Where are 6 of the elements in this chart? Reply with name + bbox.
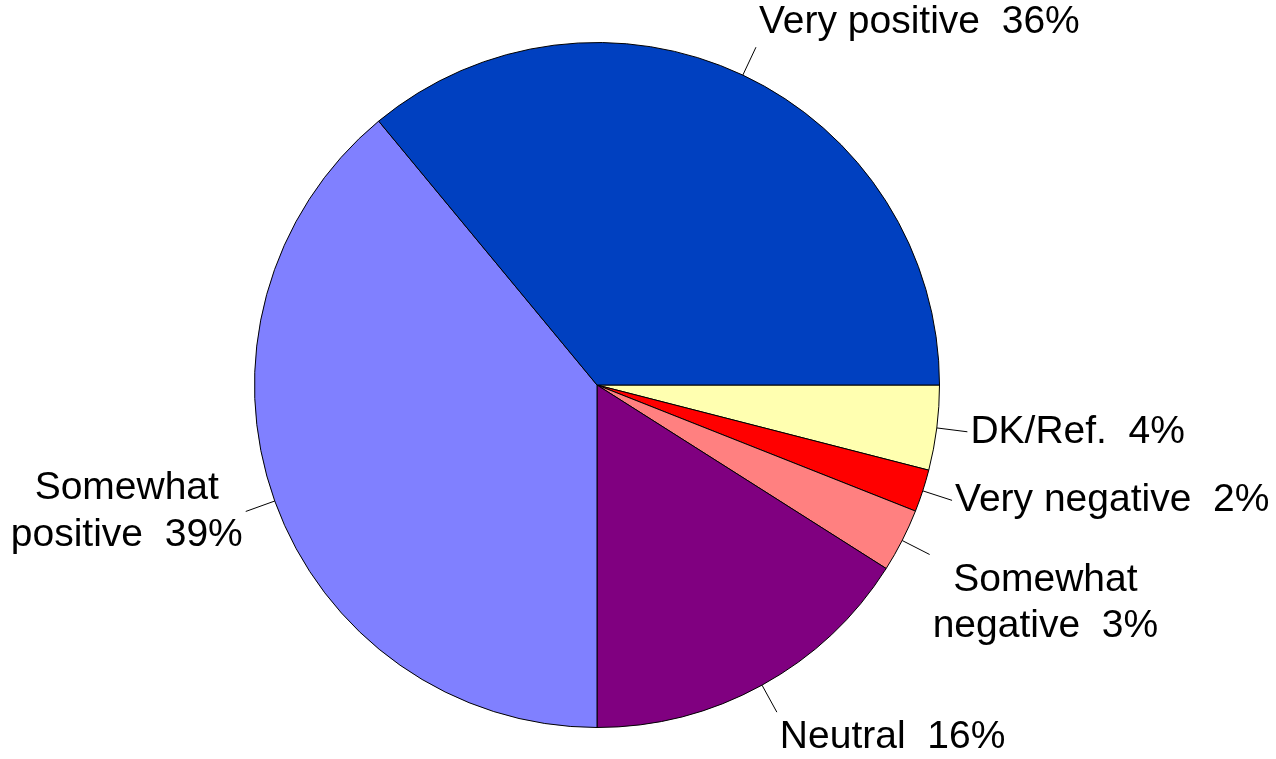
slice-label: Very positive 36% — [758, 0, 1080, 41]
slice-label: Very negative 2% — [955, 476, 1270, 520]
slice-label: Neutral 16% — [779, 713, 1006, 757]
slice-label: Somewhat negative 3% — [932, 555, 1159, 646]
slice-label: Somewhat positive 39% — [10, 463, 243, 554]
slice-label: DK/Ref. 4% — [970, 407, 1185, 451]
